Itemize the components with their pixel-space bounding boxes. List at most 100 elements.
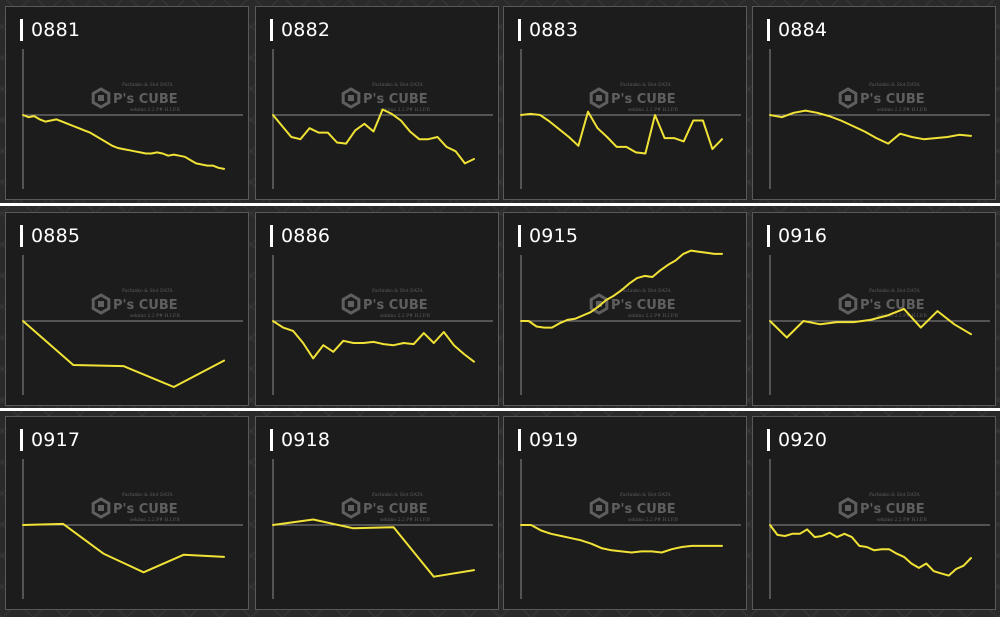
panel-title: 0918 [270,429,330,451]
watermark-brand: P's CUBE [860,92,925,107]
cube-logo-core [348,301,354,307]
chart-panel[interactable]: Pachinko & Slot DATA P's CUBE sekimo 2.2 P… [752,6,996,200]
panel-title: 0884 [767,19,827,41]
chart-panel[interactable]: Pachinko & Slot DATA P's CUBE sekimo 2.2 P… [752,416,996,610]
series-line [769,524,972,577]
chart-panel[interactable]: Pachinko & Slot DATA P's CUBE sekimo 2.2 P… [5,416,249,610]
watermark-brand: P's CUBE [113,502,178,517]
watermark-tagline: Pachinko & Slot DATA [869,492,920,498]
watermark-subline: sekimo 2.2 P# H.I.P.B [877,313,927,319]
cube-logo-icon [91,293,111,315]
watermark-brand: P's CUBE [363,92,428,107]
panel-title: 0881 [20,19,80,41]
series-line [520,110,723,155]
cube-logo-core [845,505,851,511]
chart-panel[interactable]: Pachinko & Slot DATA P's CUBE sekimo 2.2 P… [5,6,249,200]
watermark-brand: P's CUBE [860,502,925,517]
panel-title: 0883 [518,19,578,41]
row-divider [0,203,1000,206]
series-line [769,109,972,145]
cube-logo-icon [341,293,361,315]
watermark-subline: sekimo 2.2 P# H.I.P.B [380,517,430,523]
chart-panel[interactable]: Pachinko & Slot DATA P's CUBE sekimo 2.2 P… [752,212,996,406]
watermark-subline: sekimo 2.2 P# H.I.P.B [130,107,180,113]
watermark-brand: P's CUBE [860,298,925,313]
watermark-subline: sekimo 2.2 P# H.I.P.B [130,517,180,523]
watermark-tagline: Pachinko & Slot DATA [372,288,423,294]
panel-title: 0885 [20,225,80,247]
watermark-tagline: Pachinko & Slot DATA [620,492,671,498]
chart-panel[interactable]: Pachinko & Slot DATA P's CUBE sekimo 2.2 P… [503,6,747,200]
watermark-tagline: Pachinko & Slot DATA [620,288,671,294]
watermark-subline: sekimo 2.2 P# H.I.P.B [380,107,430,113]
panel-title: 0917 [20,429,80,451]
watermark-brand: P's CUBE [363,298,428,313]
cube-logo-core [845,95,851,101]
series-line [272,108,475,165]
series-line [769,307,972,339]
cube-logo-core [348,95,354,101]
cube-logo-icon [838,87,858,109]
chart-panel[interactable]: Pachinko & Slot DATA P's CUBE sekimo 2.2 P… [255,416,499,610]
series-line [22,522,225,574]
watermark-brand: P's CUBE [611,92,676,107]
cube-logo-core [596,95,602,101]
row-divider [0,408,1000,411]
panel-title: 0886 [270,225,330,247]
watermark-tagline: Pachinko & Slot DATA [372,82,423,88]
cube-logo-icon [341,87,361,109]
cube-logo-core [98,505,104,511]
chart-panel[interactable]: Pachinko & Slot DATA P's CUBE sekimo 2.2 P… [255,212,499,406]
series-line [22,320,225,388]
cube-logo-core [596,301,602,307]
cube-logo-icon [91,87,111,109]
cube-logo-core [845,301,851,307]
watermark-subline: sekimo 2.2 P# H.I.P.B [380,313,430,319]
watermark-tagline: Pachinko & Slot DATA [620,82,671,88]
watermark-brand: P's CUBE [611,502,676,517]
cube-logo-icon [838,497,858,519]
watermark-subline: sekimo 2.2 P# H.I.P.B [877,107,927,113]
chart-panel[interactable]: Pachinko & Slot DATA P's CUBE sekimo 2.2 P… [503,416,747,610]
chart-panel[interactable]: Pachinko & Slot DATA P's CUBE sekimo 2.2 P… [5,212,249,406]
cube-logo-core [596,505,602,511]
cube-logo-icon [91,497,111,519]
watermark-subline: sekimo 2.2 P# H.I.P.B [877,517,927,523]
watermark-subline: sekimo 2.2 P# H.I.P.B [628,107,678,113]
cube-logo-core [348,505,354,511]
watermark-brand: P's CUBE [363,502,428,517]
series-line [272,518,475,578]
panel-title: 0916 [767,225,827,247]
cube-logo-icon [838,293,858,315]
series-line [520,524,723,554]
watermark-tagline: Pachinko & Slot DATA [122,492,173,498]
cube-logo-icon [589,497,609,519]
watermark-brand: P's CUBE [113,92,178,107]
chart-panel[interactable]: Pachinko & Slot DATA P's CUBE sekimo 2.2 P… [503,212,747,406]
cube-logo-icon [589,293,609,315]
cube-logo-icon [341,497,361,519]
chart-panel[interactable]: Pachinko & Slot DATA P's CUBE sekimo 2.2 P… [255,6,499,200]
panel-title: 0920 [767,429,827,451]
